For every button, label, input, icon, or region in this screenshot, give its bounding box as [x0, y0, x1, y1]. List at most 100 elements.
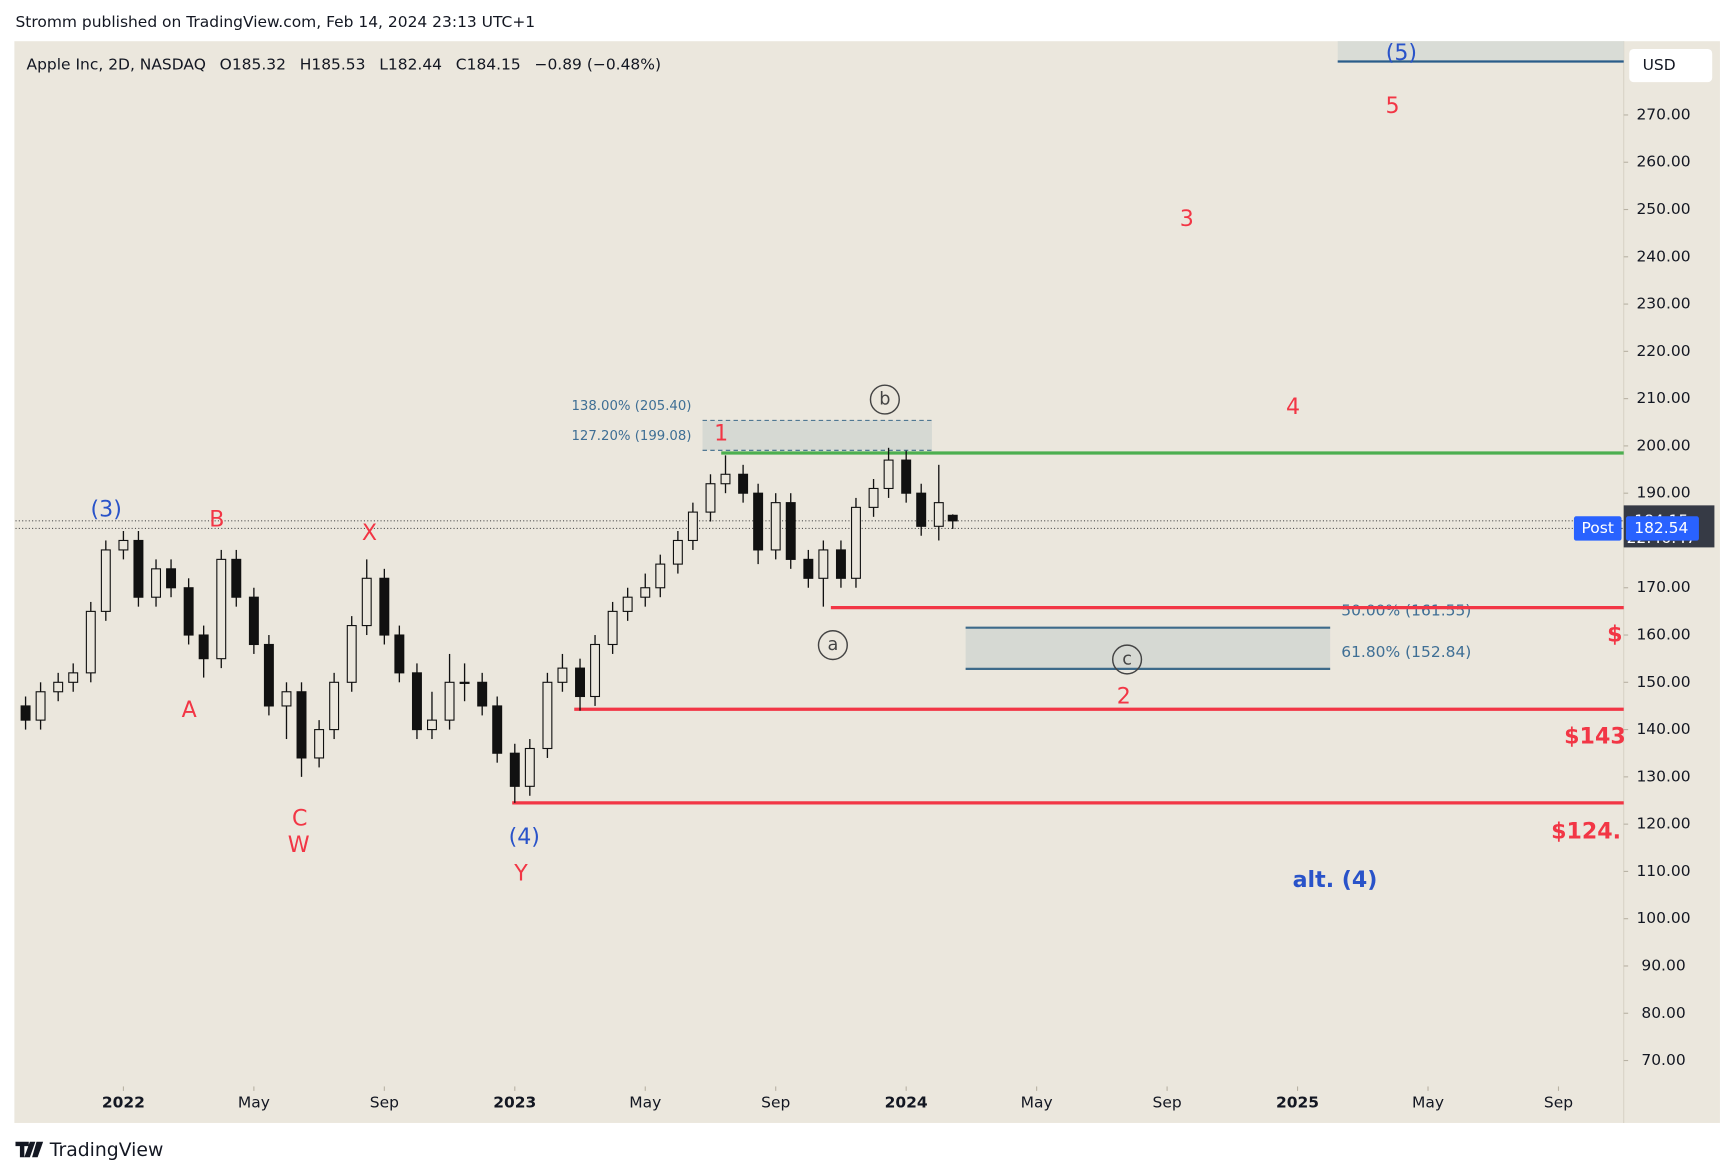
x-tick-label: 2024: [885, 1094, 928, 1112]
candle-body: [20, 705, 31, 721]
candle-body: [118, 539, 129, 551]
candle-body: [53, 681, 64, 693]
candle-body: [231, 558, 242, 598]
ohlc-low: L182.44: [379, 55, 442, 73]
y-tick-label: 150.00: [1636, 673, 1690, 691]
y-tick-label: 230.00: [1636, 295, 1690, 313]
wave-label: 5: [1386, 93, 1400, 119]
x-tick-label: Sep: [761, 1094, 790, 1112]
candle-body: [818, 549, 829, 579]
ohlc-close: C184.15: [456, 55, 521, 73]
candle-body: [933, 502, 944, 527]
currency: USD: [1643, 56, 1676, 74]
symbol-legend: Apple Inc, 2D, NASDAQ O185.32 H185.53 L1…: [27, 55, 661, 73]
candle-body: [492, 705, 503, 754]
candle-body: [835, 549, 846, 579]
price-tag-bg: [1625, 516, 1699, 541]
candle-body: [35, 691, 46, 721]
wave-label: A: [182, 697, 197, 723]
publisher-note: Stromm published on TradingView.com, Feb…: [15, 13, 535, 31]
fib-zone: [702, 420, 932, 451]
target-zone: [1337, 41, 1624, 62]
ohlc-open: O185.32: [220, 55, 286, 73]
wave-label-circled: b: [879, 390, 890, 410]
candle-body: [655, 563, 666, 589]
y-tick-label: 210.00: [1636, 389, 1690, 407]
wave-label: alt. (4): [1293, 867, 1378, 893]
wave-label: 2: [1117, 684, 1131, 710]
x-tick-label: 2023: [493, 1094, 536, 1112]
candle-body: [557, 667, 568, 683]
candle-body: [916, 492, 927, 527]
candle-body: [394, 634, 405, 674]
candle-body: [590, 643, 601, 698]
wave-circle: [869, 384, 900, 415]
wave-label: (3): [91, 497, 122, 523]
candle-body: [672, 539, 683, 565]
candle-body: [753, 492, 764, 551]
y-tick-label: 120.00: [1636, 815, 1690, 833]
y-tick-label: 240.00: [1636, 247, 1690, 265]
plot: 138.00% (205.40) 127.20% (199.08) 50.00% (…: [15, 40, 1626, 893]
wave-circle: [1111, 644, 1143, 675]
price-tag-name-bg: [1573, 516, 1622, 541]
x-tick-label: May: [238, 1094, 270, 1112]
candle-body: [281, 691, 292, 707]
wave-label: W: [288, 832, 310, 858]
wave-circle: [817, 630, 848, 661]
candle-body: [850, 506, 861, 579]
fib-label: 127.20% (199.08): [571, 429, 691, 444]
x-tick-label: 2025: [1276, 1094, 1319, 1112]
candle-body: [166, 568, 177, 589]
x-tick-label: May: [629, 1094, 661, 1112]
candle-body: [524, 747, 535, 787]
x-tick-label: Sep: [1153, 1094, 1182, 1112]
candle-body: [901, 459, 912, 494]
candle-body: [640, 587, 651, 598]
y-tick-label: 170.00: [1636, 578, 1690, 596]
candle-body: [738, 473, 749, 494]
y-tick-label: 80.00: [1641, 1004, 1685, 1022]
candle-body: [803, 558, 814, 579]
x-tick-label: Sep: [370, 1094, 399, 1112]
brand-logo: TradingView: [15, 1140, 163, 1161]
candle-body: [868, 487, 879, 508]
x-tick-label: Sep: [1544, 1094, 1573, 1112]
candle-body: [411, 672, 422, 731]
y-tick-label: 160.00: [1636, 626, 1690, 644]
x-tick-label: May: [1412, 1094, 1444, 1112]
wave-label: Y: [513, 861, 528, 887]
candle-body: [346, 625, 357, 683]
fib-label: 50.00% (161.55): [1341, 602, 1471, 620]
candle-body: [687, 511, 698, 542]
candle-body: [883, 459, 894, 490]
candle-body: [575, 667, 586, 698]
wave-label: (5): [1386, 40, 1417, 66]
y-tick-label: 140.00: [1636, 720, 1690, 738]
candle-body: [361, 577, 372, 627]
candle-body: [477, 681, 488, 707]
currency-box: [1629, 48, 1713, 83]
fib-zone: [965, 627, 1331, 669]
ohlc-high: H185.53: [300, 55, 366, 73]
candle-body: [68, 672, 79, 683]
candle-body: [329, 681, 340, 731]
candle-body: [85, 610, 96, 674]
wave-label: 3: [1180, 206, 1194, 232]
ohlc-change: −0.89 (−0.48%): [535, 55, 661, 73]
fib-label: 61.80% (152.84): [1341, 643, 1471, 661]
candle-body: [151, 568, 162, 598]
wave-label: $143: [1564, 723, 1626, 749]
x-tick-label: 2022: [102, 1094, 145, 1112]
candle-body: [100, 549, 111, 612]
candle-body: [542, 681, 553, 750]
fib-label: 138.00% (205.40): [571, 399, 691, 414]
candle-body: [379, 577, 390, 636]
logo-icon: [15, 1141, 44, 1158]
y-tick-label: 260.00: [1636, 153, 1690, 171]
candle-body: [296, 691, 307, 759]
wave-label: C: [292, 805, 307, 831]
wave-label-circled: c: [1122, 650, 1132, 670]
